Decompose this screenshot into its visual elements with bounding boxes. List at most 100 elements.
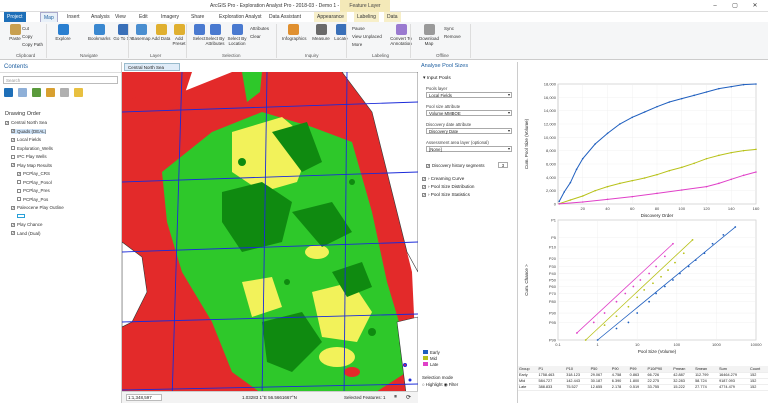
toc-item[interactable]: ✓ Paleocene Play Outline <box>11 205 64 210</box>
toc-item[interactable]: ✓ Local Fields <box>11 137 41 142</box>
toc-checkbox[interactable]: ✓ <box>11 205 15 210</box>
download-map-button[interactable]: Download Map <box>418 24 440 46</box>
tab-data[interactable]: Data <box>384 12 401 22</box>
maximize-icon[interactable]: ▢ <box>732 3 738 9</box>
more-button[interactable]: More <box>352 42 363 47</box>
tab-imagery[interactable]: Imagery <box>161 14 180 20</box>
toc-checkbox[interactable] <box>17 197 21 202</box>
basemap-button[interactable]: Basemap <box>130 24 152 41</box>
toc-item[interactable]: ✓ PCPlay_CRS <box>17 171 50 176</box>
toc-checkbox[interactable]: ✓ <box>11 129 15 134</box>
toc-checkbox[interactable]: ✓ <box>5 120 9 125</box>
tab-exploration-analyst[interactable]: Exploration Analyst <box>219 14 262 20</box>
toc-item[interactable] <box>17 213 25 219</box>
map-view[interactable] <box>122 62 418 403</box>
refresh-icon[interactable]: ⟳ <box>406 395 412 401</box>
remove-button[interactable]: Remove <box>444 34 461 39</box>
list-by-source-icon[interactable] <box>18 88 27 97</box>
field-select[interactable]: Volume MMBOE <box>426 110 512 116</box>
list-by-editing-icon[interactable] <box>46 88 55 97</box>
toc-item[interactable]: ✓ Play Map Results <box>11 163 52 168</box>
field-select[interactable]: Local Fields <box>426 92 512 98</box>
tab-share[interactable]: Share <box>191 14 205 20</box>
convert-to-annotation-button[interactable]: Convert To Annotation <box>390 24 412 46</box>
creaming-curve-chart[interactable]: 0 2,000 4,000 6,000 8,000 10,000 12,000 14,000 1… <box>518 74 768 224</box>
toc-item[interactable]: ✓ Quads (DEAL) <box>11 128 47 134</box>
pause-drawing-icon[interactable]: ⏸ <box>394 394 398 400</box>
toc-item[interactable]: PCPlay_Pos <box>17 197 48 202</box>
paste-button[interactable]: Paste <box>4 24 26 41</box>
tab-data-assistant[interactable]: Data Assistant <box>269 14 301 20</box>
locate-button[interactable]: Locate <box>330 24 352 41</box>
history-segments-input[interactable]: 3 <box>498 162 508 168</box>
copy-path-button[interactable]: Copy Path <box>22 42 44 47</box>
tab-view[interactable]: View <box>115 14 126 20</box>
section-checkbox[interactable]: ✓ <box>422 176 426 181</box>
toc-item[interactable]: PCPlay_Posol <box>17 180 52 185</box>
highlight-radio[interactable]: ○ <box>422 382 426 387</box>
attributes-button[interactable]: Attributes <box>250 26 270 31</box>
copy-button[interactable]: Copy <box>22 34 33 39</box>
toc-checkbox[interactable]: ✓ <box>11 163 15 168</box>
table-row[interactable]: Early 1758.463 318.123 29.067 4.758 0.863 66.7… <box>518 372 768 379</box>
toc-checkbox[interactable] <box>17 188 21 193</box>
minimize-icon[interactable]: – <box>713 3 717 9</box>
select-button[interactable]: Select <box>188 24 210 41</box>
add-preset-button[interactable]: Add Preset <box>168 24 190 46</box>
measure-button[interactable]: Measure <box>310 24 332 41</box>
toc-checkbox[interactable] <box>11 154 15 159</box>
tab-appearance[interactable]: Appearance <box>314 12 347 22</box>
section-creaming-curve[interactable]: ✓ › Creaming Curve <box>422 176 464 181</box>
toc-item[interactable]: Exploration_Wells <box>11 146 53 151</box>
section-pool-size-distribution[interactable]: ✓ › Pool Size Distribution <box>422 184 474 189</box>
cut-button[interactable]: Cut <box>22 26 30 31</box>
go-to-xy-button[interactable]: Go To XY <box>112 24 134 41</box>
select-by-location-button[interactable]: Select By Location <box>226 24 248 46</box>
map-tab[interactable]: Central North Sea <box>124 63 180 71</box>
list-by-labeling-icon[interactable] <box>74 88 83 97</box>
table-row[interactable]: Mid 584.727 142.443 30.187 6.390 1.800 22.275 3… <box>518 378 768 385</box>
field-select[interactable]: Discovery Date <box>426 128 512 134</box>
toc-item[interactable]: ✓ Central North Sea <box>5 120 47 125</box>
history-checkbox[interactable]: ✓ <box>426 163 430 168</box>
toc-checkbox[interactable]: ✓ <box>17 171 21 176</box>
select-by-attributes-button[interactable]: Select By Attributes <box>204 24 226 46</box>
toc-item[interactable]: IPC Play Wells <box>11 154 47 159</box>
map-scale-input[interactable]: 1:1,348,597 <box>126 394 162 401</box>
tab-project[interactable]: Project <box>4 12 26 22</box>
add-data-button[interactable]: Add Data <box>150 24 172 41</box>
map-canvas[interactable] <box>122 72 418 401</box>
table-row[interactable]: Late 388.833 75.527 12.655 2.178 0.519 33.755 1… <box>518 384 768 391</box>
toc-checkbox[interactable] <box>17 180 21 185</box>
view-unplaced-button[interactable]: View Unplaced <box>352 34 382 39</box>
toc-checkbox[interactable]: ✓ <box>11 231 15 236</box>
tab-analysis[interactable]: Analysis <box>91 14 110 20</box>
close-icon[interactable]: ✕ <box>752 3 758 9</box>
list-by-selection-icon[interactable] <box>32 88 41 97</box>
tab-labeling[interactable]: Labeling <box>354 12 379 22</box>
field-select[interactable]: [None] <box>426 146 512 152</box>
list-by-snapping-icon[interactable] <box>60 88 69 97</box>
tab-insert[interactable]: Insert <box>67 14 80 20</box>
tab-edit[interactable]: Edit <box>139 14 148 20</box>
section-checkbox[interactable]: ✓ <box>422 184 426 189</box>
filter-radio[interactable]: ◉ <box>443 382 449 387</box>
input-pools-section[interactable]: ▾ Input Pools <box>423 76 451 81</box>
clear-button[interactable]: Clear <box>250 34 261 39</box>
list-by-drawing-order-icon[interactable] <box>4 88 13 97</box>
contents-search-input[interactable]: Search <box>3 76 118 84</box>
sync-button[interactable]: Sync <box>444 26 455 31</box>
toc-item[interactable]: PCPlay_Pres <box>17 188 50 193</box>
explore-button[interactable]: Explore <box>52 24 74 41</box>
infographics-button[interactable]: Infographics <box>282 24 307 41</box>
toc-checkbox[interactable] <box>11 146 15 151</box>
bookmarks-button[interactable]: Bookmarks <box>88 24 111 41</box>
section-checkbox[interactable]: ✓ <box>422 192 426 197</box>
pause-button[interactable]: Pause <box>352 26 365 31</box>
toc-checkbox[interactable]: ✓ <box>11 222 15 227</box>
toc-item[interactable]: ✓ Play Chance <box>11 222 43 227</box>
tab-map[interactable]: Map <box>40 12 58 22</box>
section-pool-size-statistics[interactable]: ✓ › Pool Size Statistics <box>422 192 470 197</box>
toc-item[interactable]: ✓ Land (Dual) <box>11 231 41 236</box>
